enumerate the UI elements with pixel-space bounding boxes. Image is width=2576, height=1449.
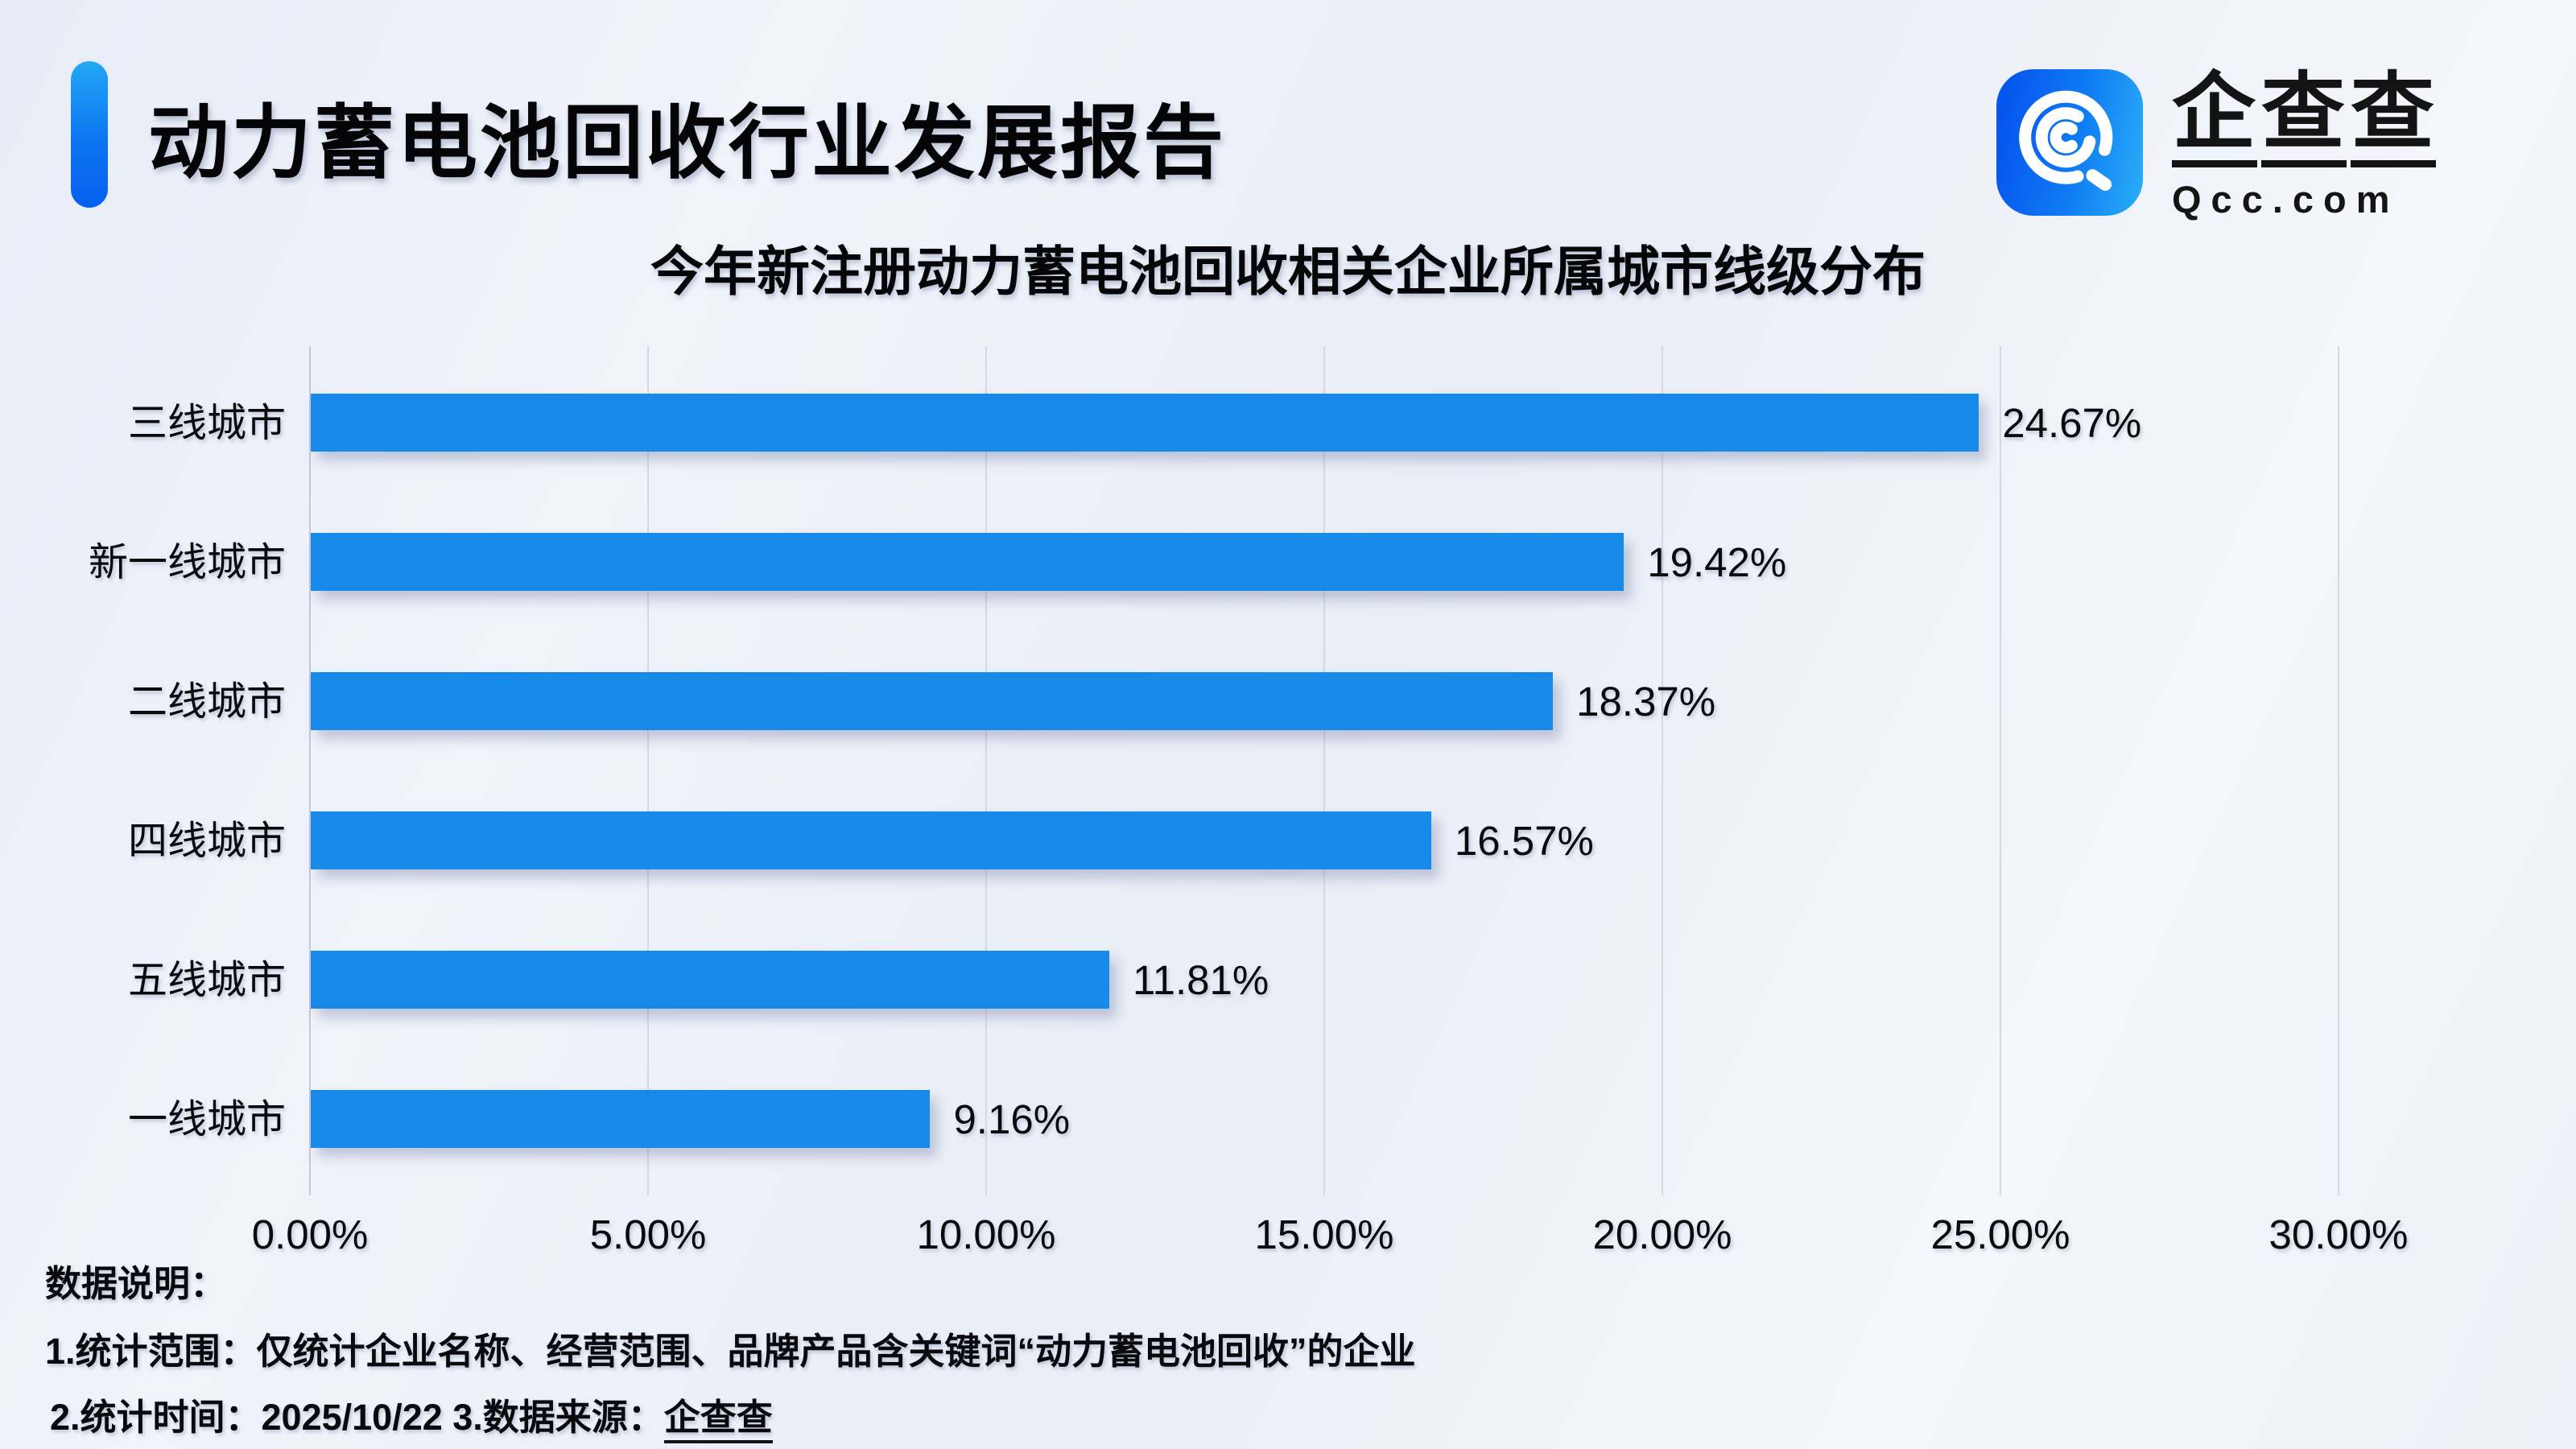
y-axis-line: [309, 346, 311, 1195]
category-label: 四线城市: [127, 819, 286, 863]
footer-heading: 数据说明：: [45, 1263, 227, 1304]
value-label: 24.67%: [2002, 400, 2142, 446]
x-tick-label: 5.00%: [589, 1212, 707, 1257]
gridline: [1662, 346, 1663, 1195]
footer-source-qcc: 企查查: [663, 1397, 773, 1443]
gridline: [2000, 346, 2001, 1195]
qcc-logo-name-char: 查: [2351, 68, 2437, 168]
x-tick-label: 10.00%: [916, 1212, 1056, 1257]
page-title: 动力蓄电池回收行业发展报告: [148, 98, 1226, 188]
gridline: [647, 346, 649, 1195]
bar: [311, 811, 1431, 869]
bar: [311, 951, 1110, 1009]
x-tick-label: 30.00%: [2268, 1212, 2409, 1257]
qcc-logo-name: 企查查: [2172, 68, 2440, 168]
gridline: [1323, 346, 1325, 1195]
x-tick-label: 20.00%: [1592, 1212, 1732, 1257]
qcc-logo-name-char: 查: [2261, 68, 2347, 168]
title-accent-bar: [71, 61, 108, 208]
category-label: 一线城市: [127, 1098, 286, 1141]
qcc-logo: 企查查 Qcc.com: [1996, 68, 2440, 221]
footer-note-scope: 1.统计范围：仅统计企业名称、经营范围、品牌产品含关键词“动力蓄电池回收”的企业: [45, 1331, 1416, 1372]
value-label: 16.57%: [1454, 818, 1594, 864]
value-label: 19.42%: [1647, 539, 1787, 585]
footer-note-prefix: 2.统计时间：2025/10/22 3.数据来源：: [50, 1397, 664, 1438]
qcc-logo-domain: Qcc.com: [2172, 178, 2400, 221]
chart-title: 今年新注册动力蓄电池回收相关企业所属城市线级分布: [650, 242, 1926, 301]
category-label: 五线城市: [127, 959, 286, 1002]
bar: [311, 394, 1979, 452]
category-label: 新一线城市: [88, 541, 286, 584]
qcc-logo-text: 企查查 Qcc.com: [2172, 68, 2440, 221]
value-label: 9.16%: [953, 1096, 1071, 1142]
bar: [311, 1090, 931, 1148]
category-label: 二线城市: [127, 680, 286, 724]
x-tick-label: 15.00%: [1254, 1212, 1394, 1257]
bar: [311, 533, 1624, 591]
gridline: [2338, 346, 2339, 1195]
category-label: 三线城市: [127, 402, 286, 445]
value-label: 11.81%: [1133, 957, 1269, 1003]
qcc-logo-name-char: 企: [2172, 68, 2258, 168]
x-tick-label: 25.00%: [1930, 1212, 2070, 1257]
footer-note-date-source: 2.统计时间：2025/10/22 3.数据来源：企查查: [50, 1388, 773, 1443]
bar: [311, 672, 1554, 730]
qcc-logo-icon: [1996, 69, 2143, 216]
value-label: 18.37%: [1576, 679, 1716, 724]
x-tick-label: 0.00%: [251, 1212, 369, 1257]
gridline: [985, 346, 987, 1195]
bar-chart: 三线城市 24.67% 新一线城市 19.42% 二线城市 18.37% 四线城市 16.57…: [89, 346, 2408, 1257]
